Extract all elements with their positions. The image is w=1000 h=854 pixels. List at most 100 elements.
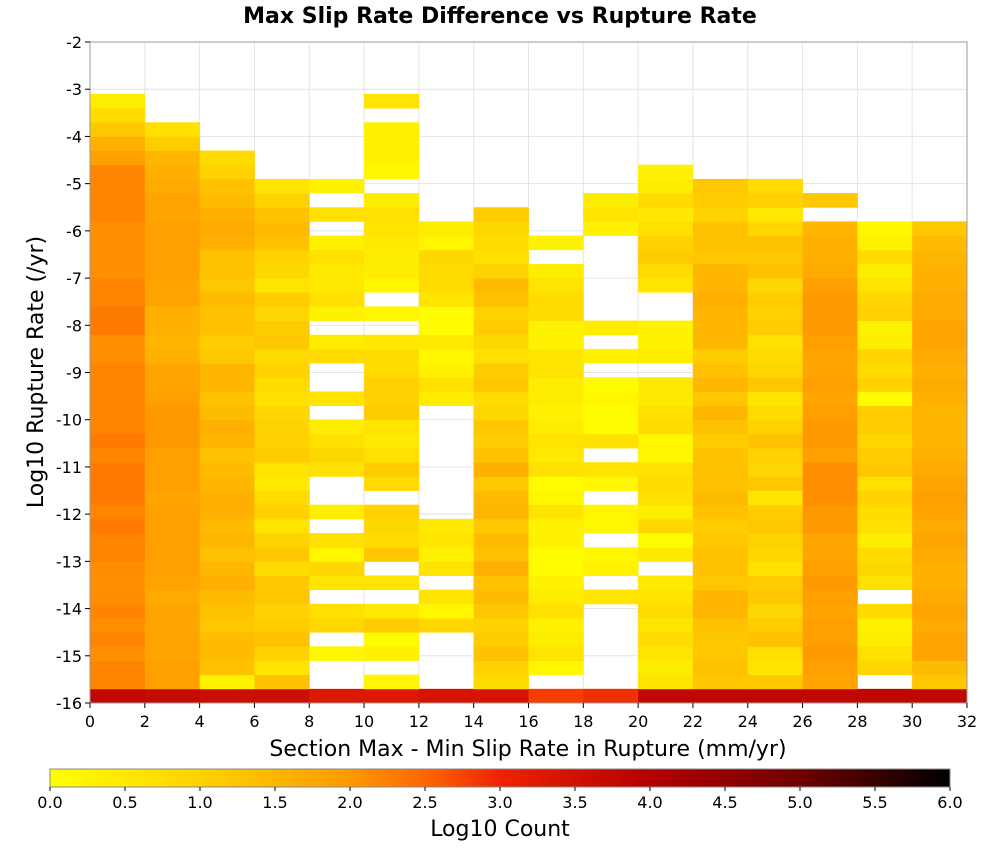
heatmap-cell xyxy=(364,462,420,477)
heatmap-cell xyxy=(528,462,584,477)
heatmap-cell xyxy=(90,589,146,605)
heatmap-cell xyxy=(912,363,968,378)
heatmap-cell xyxy=(747,674,803,690)
heatmap-cell xyxy=(90,405,146,421)
heatmap-cell xyxy=(144,136,201,151)
heatmap-cell xyxy=(528,235,584,251)
heatmap-cell xyxy=(857,462,913,477)
heatmap-cell xyxy=(747,405,803,421)
heatmap-cell xyxy=(199,575,255,591)
heatmap-cell xyxy=(90,164,146,180)
heatmap-cell xyxy=(254,490,310,506)
heatmap-cell xyxy=(912,320,968,336)
heatmap-cell xyxy=(857,249,913,265)
heatmap-cell xyxy=(802,561,858,576)
heatmap-cell xyxy=(418,688,475,704)
heatmap-cell xyxy=(199,433,255,449)
heatmap-cell xyxy=(583,433,639,449)
heatmap-cell xyxy=(747,221,803,236)
heatmap-cell xyxy=(199,618,255,633)
heatmap-cell xyxy=(802,391,858,406)
heatmap-cell xyxy=(90,193,146,208)
heatmap-cell xyxy=(309,448,365,463)
heatmap-cell xyxy=(747,561,803,576)
heatmap-cell xyxy=(692,363,749,378)
heatmap-cell xyxy=(747,363,803,378)
heatmap-cell xyxy=(199,504,255,520)
heatmap-cell xyxy=(199,490,255,506)
heatmap-cell xyxy=(364,221,420,236)
heatmap-cell xyxy=(747,618,803,633)
heatmap-cell xyxy=(912,348,968,364)
heatmap-cell xyxy=(309,462,365,477)
heatmap-cell xyxy=(747,278,803,293)
heatmap-cell xyxy=(364,688,420,704)
heatmap-cell xyxy=(638,178,694,194)
heatmap-cell xyxy=(857,518,913,534)
heatmap-cell xyxy=(254,334,310,350)
heatmap-cell xyxy=(802,249,858,265)
heatmap-cell xyxy=(638,603,694,619)
heatmap-cell xyxy=(254,618,310,633)
heatmap-cell xyxy=(364,306,420,321)
heatmap-cell xyxy=(747,249,803,265)
heatmap-cell xyxy=(638,391,694,406)
heatmap-cell xyxy=(144,504,201,520)
heatmap-cell xyxy=(692,674,749,690)
colorbar-tick-label-6: 3.0 xyxy=(487,793,512,812)
heatmap-cell xyxy=(583,504,639,520)
heatmap-cell xyxy=(90,348,146,364)
heatmap-cell xyxy=(528,589,584,605)
heatmap-cell xyxy=(144,518,201,534)
heatmap-cell xyxy=(473,632,529,647)
heatmap-cell xyxy=(912,575,968,591)
heatmap-cell xyxy=(747,306,803,321)
heatmap-cell xyxy=(528,348,584,364)
heatmap-cell xyxy=(802,547,858,562)
y-tick-label-10: -12 xyxy=(56,505,82,524)
heatmap-cell xyxy=(802,278,858,293)
heatmap-cell xyxy=(144,575,201,591)
heatmap-cell xyxy=(747,533,803,548)
heatmap-cell xyxy=(802,363,858,378)
heatmap-cell xyxy=(364,363,420,378)
heatmap-cell xyxy=(638,589,694,605)
heatmap-cell xyxy=(802,306,858,321)
heatmap-cell xyxy=(473,334,529,350)
heatmap-cell xyxy=(90,618,146,633)
heatmap-cell xyxy=(90,518,146,534)
heatmap-cell xyxy=(309,235,365,251)
heatmap-cell xyxy=(418,235,475,251)
heatmap-cell xyxy=(90,278,146,293)
heatmap-cell xyxy=(857,575,913,591)
heatmap-cell xyxy=(254,504,310,520)
heatmap-cell xyxy=(802,476,858,491)
heatmap-cell xyxy=(857,235,913,251)
heatmap-cell xyxy=(473,391,529,406)
heatmap-cell xyxy=(254,674,310,690)
y-tick-label-0: -2 xyxy=(66,33,82,52)
heatmap-cell xyxy=(528,263,584,279)
heatmap-cell xyxy=(638,674,694,690)
heatmap-cell xyxy=(364,377,420,392)
x-tick-label-14: 28 xyxy=(847,712,867,731)
heatmap-cell xyxy=(857,292,913,307)
heatmap-cell xyxy=(90,547,146,562)
heatmap-cell xyxy=(747,688,803,704)
heatmap-cell xyxy=(473,419,529,435)
heatmap-cell xyxy=(638,660,694,676)
heatmap-cell xyxy=(144,433,201,449)
heatmap-cell xyxy=(364,632,420,647)
heatmap-cell xyxy=(199,674,255,690)
chart-title: Max Slip Rate Difference vs Rupture Rate xyxy=(243,4,757,29)
heatmap-cell xyxy=(747,547,803,562)
heatmap-cell xyxy=(528,433,584,449)
heatmap-cell xyxy=(473,490,529,506)
heatmap-cell xyxy=(364,674,420,690)
heatmap-cell xyxy=(144,207,201,222)
heatmap-cell xyxy=(90,391,146,406)
heatmap-cell xyxy=(309,603,365,619)
heatmap-cell xyxy=(692,249,749,265)
heatmap-cell xyxy=(638,646,694,661)
heatmap-cell xyxy=(857,490,913,506)
